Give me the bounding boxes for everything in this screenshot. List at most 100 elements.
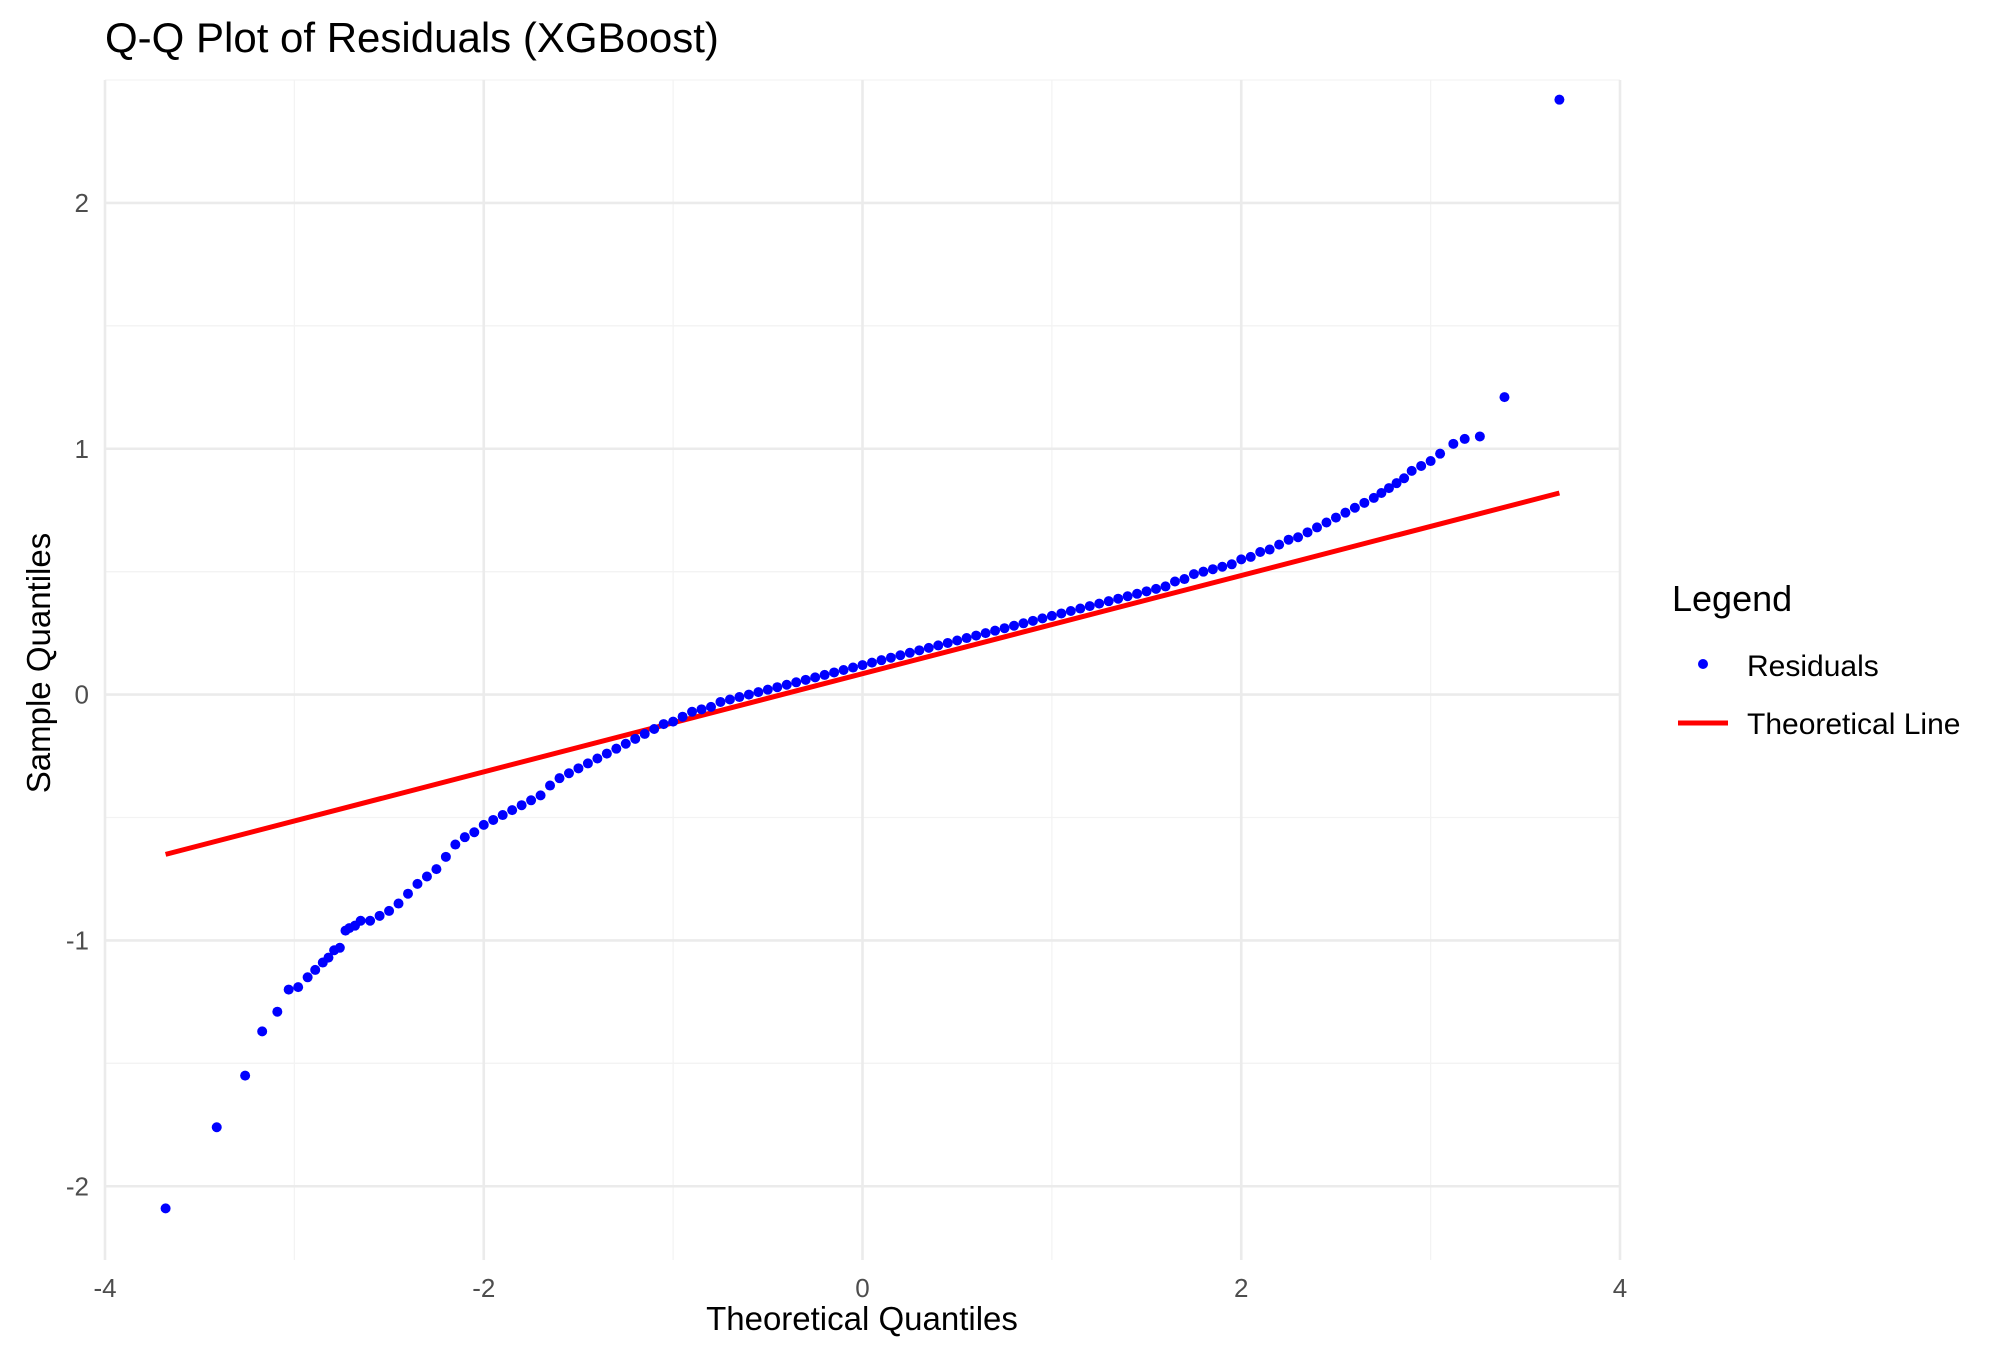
residual-point [772, 682, 783, 693]
residual-point [283, 984, 294, 995]
residual-point [952, 635, 963, 646]
y-tick-label: 0 [75, 680, 89, 710]
residual-point [1416, 460, 1427, 471]
legend: Legend Residuals Theoretical Line [1672, 578, 1960, 741]
residual-point [942, 637, 953, 648]
residual-point [334, 942, 345, 953]
residual-point [310, 964, 321, 975]
residual-point [554, 773, 565, 784]
residual-point [1448, 438, 1459, 449]
x-axis-title: Theoretical Quantiles [706, 1300, 1018, 1337]
residual-point [1274, 539, 1285, 550]
residual-point [895, 650, 906, 661]
residual-point [160, 1203, 171, 1214]
residual-point [374, 910, 385, 921]
residual-point [440, 851, 451, 862]
y-tick-label: 2 [75, 188, 89, 218]
residual-point [563, 768, 574, 779]
residual-point [1283, 534, 1294, 545]
residual-point [384, 905, 395, 916]
residual-point [933, 640, 944, 651]
residual-point [1459, 433, 1470, 444]
residual-point [1188, 569, 1199, 580]
residual-point [810, 672, 821, 683]
residual-point [1359, 497, 1370, 508]
chart-title: Q-Q Plot of Residuals (XGBoost) [105, 14, 719, 61]
residual-point [649, 724, 660, 734]
residual-point [393, 898, 404, 909]
residual-point [829, 667, 840, 678]
x-tick-label: 2 [1234, 1273, 1248, 1303]
residual-point [302, 972, 313, 983]
residual-point [1132, 588, 1143, 599]
residual-point [687, 706, 698, 717]
residual-point [365, 915, 376, 926]
residual-point [781, 679, 792, 690]
legend-theoretical-line-label: Theoretical Line [1747, 708, 1960, 741]
y-tick-label: 1 [75, 434, 89, 464]
residual-point [1217, 561, 1228, 572]
residual-point [990, 625, 1001, 636]
residual-point [507, 805, 518, 816]
residual-point [1179, 574, 1190, 585]
residual-point [971, 630, 982, 641]
residual-point [866, 657, 877, 668]
residual-point [240, 1070, 251, 1081]
residual-point [819, 669, 830, 680]
residual-point [743, 689, 754, 700]
residual-point [497, 810, 508, 821]
residual-point [592, 753, 603, 764]
residual-point [980, 628, 991, 639]
residual-point [620, 738, 631, 749]
residual-point [848, 662, 859, 673]
residual-point [526, 795, 537, 806]
residual-point [1245, 551, 1256, 562]
residual-point [1103, 596, 1114, 607]
residual-point [535, 790, 546, 801]
residual-point [1084, 601, 1095, 612]
residual-point [923, 642, 934, 653]
residual-point [1554, 94, 1565, 105]
residual-point [1264, 544, 1275, 555]
residual-point [715, 696, 726, 707]
residual-point [272, 1006, 283, 1017]
residual-point [601, 748, 612, 759]
residual-point [885, 652, 896, 663]
residual-point [696, 704, 707, 715]
residual-point [753, 687, 764, 698]
residual-point [677, 711, 688, 722]
residual-point [639, 728, 650, 739]
residual-point [1169, 576, 1180, 587]
x-axis-ticks: -4 -2 0 2 4 [93, 1273, 1627, 1303]
y-axis-title: Sample Quantiles [20, 533, 57, 793]
residual-point [1094, 598, 1105, 609]
residual-point [545, 780, 556, 791]
residual-point [1302, 527, 1313, 538]
major-gridlines [103, 80, 1622, 1260]
residual-point [1321, 517, 1332, 528]
residual-point [791, 677, 802, 688]
residual-point [658, 719, 669, 730]
residual-point [876, 655, 887, 666]
residual-point [1160, 581, 1171, 592]
residual-point [1435, 448, 1446, 459]
legend-residuals-swatch [1698, 659, 1708, 669]
residual-point [1368, 492, 1379, 503]
residual-point [450, 839, 461, 850]
residual-point [914, 645, 925, 656]
residual-point [478, 819, 489, 830]
residual-point [459, 832, 470, 843]
residual-point [734, 692, 745, 703]
residual-point [1383, 483, 1394, 494]
residual-point [1141, 586, 1152, 597]
residual-point [1056, 608, 1067, 619]
residual-point [1349, 502, 1360, 513]
residual-point [1330, 512, 1341, 523]
x-tick-label: 0 [855, 1273, 869, 1303]
residual-point [1293, 532, 1304, 543]
residual-point [630, 733, 641, 744]
residual-point [1151, 583, 1162, 594]
residual-point [1425, 456, 1436, 467]
residual-point [904, 647, 915, 658]
residual-point [724, 694, 735, 705]
